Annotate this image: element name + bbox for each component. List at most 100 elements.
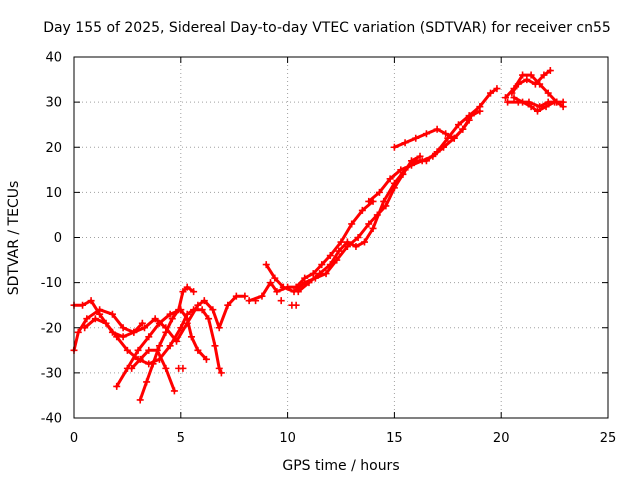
data-point	[128, 364, 136, 372]
y-tick-label: 40	[45, 51, 62, 66]
data-point	[273, 288, 281, 296]
data-point	[442, 130, 450, 138]
data-point	[217, 369, 225, 377]
data-point	[153, 346, 161, 354]
data-point	[113, 382, 121, 390]
data-point	[190, 306, 198, 314]
data-point	[358, 206, 366, 214]
series-track-7	[245, 197, 377, 305]
data-point	[183, 315, 191, 323]
data-point	[294, 288, 302, 296]
data-point	[149, 360, 157, 368]
data-point	[113, 333, 121, 341]
series-track-15	[510, 94, 559, 115]
data-point	[316, 270, 324, 278]
series-track-11	[365, 116, 473, 205]
data-point	[194, 346, 202, 354]
data-point	[390, 143, 398, 151]
data-point	[187, 333, 195, 341]
data-point	[335, 247, 343, 255]
data-point	[166, 310, 174, 318]
data-point	[271, 274, 279, 282]
data-point	[145, 346, 153, 354]
y-tick-label: 0	[54, 231, 62, 246]
data-point	[79, 301, 87, 309]
data-point	[476, 107, 484, 115]
data-point	[440, 143, 448, 151]
data-point	[309, 270, 317, 278]
data-point	[136, 396, 144, 404]
data-point	[401, 139, 409, 147]
data-point	[527, 71, 535, 79]
data-point	[292, 301, 300, 309]
data-point	[542, 103, 550, 111]
data-point	[258, 292, 266, 300]
data-point	[179, 364, 187, 372]
data-point	[87, 297, 95, 305]
data-point	[119, 324, 127, 332]
data-point	[194, 301, 202, 309]
data-point	[501, 94, 509, 102]
data-point	[510, 94, 518, 102]
data-point	[155, 319, 163, 327]
data-point	[138, 319, 146, 327]
data-point	[418, 157, 426, 165]
data-point	[465, 116, 473, 124]
data-point	[534, 107, 542, 115]
data-point	[386, 175, 394, 183]
data-point	[504, 98, 512, 106]
data-point	[96, 310, 104, 318]
data-point	[360, 238, 368, 246]
data-point	[123, 346, 131, 354]
y-tick-label: 30	[45, 96, 62, 111]
data-point	[245, 297, 253, 305]
data-point	[326, 252, 334, 260]
data-point	[531, 80, 539, 88]
data-point	[519, 71, 527, 79]
data-point	[224, 301, 232, 309]
data-point	[343, 238, 351, 246]
data-point	[450, 134, 458, 142]
data-point	[252, 297, 260, 305]
data-point	[143, 378, 151, 386]
grid	[74, 57, 608, 418]
data-point	[559, 103, 567, 111]
data-point	[459, 125, 467, 133]
data-point	[467, 112, 475, 120]
data-point	[145, 333, 153, 341]
data-point	[267, 279, 275, 287]
data-point	[140, 324, 148, 332]
data-point	[397, 166, 405, 174]
data-point	[375, 188, 383, 196]
data-point	[162, 364, 170, 372]
x-tick-label: 0	[70, 431, 78, 446]
data-point	[241, 292, 249, 300]
data-point	[179, 288, 187, 296]
data-point	[416, 152, 424, 160]
data-point	[198, 306, 206, 314]
y-axis-label: SDTVAR / TECUs	[6, 181, 22, 296]
series-track-14	[508, 67, 554, 97]
data-point	[205, 315, 213, 323]
data-point	[322, 270, 330, 278]
y-tick-label: 20	[45, 141, 62, 156]
data-point	[74, 328, 82, 336]
data-point	[527, 103, 535, 111]
data-point	[354, 234, 362, 241]
data-point	[215, 324, 223, 332]
data-point	[200, 297, 208, 305]
data-point	[337, 238, 345, 246]
data-point	[108, 310, 116, 318]
data-point	[102, 319, 110, 327]
series-trace	[138, 285, 196, 402]
data-point	[551, 98, 559, 106]
x-tick-label: 15	[386, 431, 403, 446]
data-point	[412, 134, 420, 142]
data-point	[209, 306, 217, 314]
data-point	[215, 364, 223, 372]
data-point	[514, 80, 522, 88]
data-point	[433, 125, 441, 133]
series-layer	[70, 67, 567, 404]
data-point	[162, 328, 170, 336]
